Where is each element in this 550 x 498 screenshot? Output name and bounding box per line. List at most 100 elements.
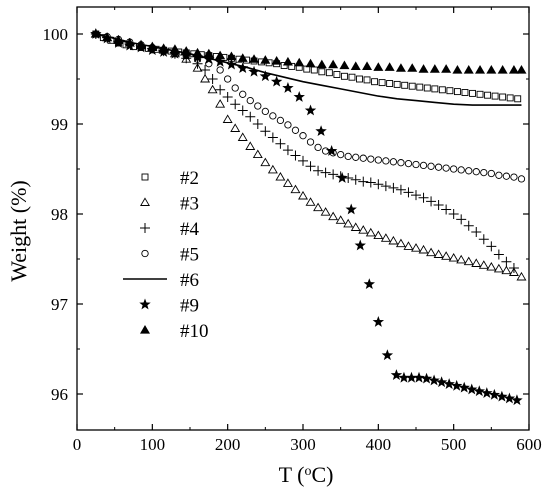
data-point-10 (90, 29, 101, 38)
data-point-9 (466, 383, 478, 395)
data-point-3 (365, 227, 376, 237)
data-point-3 (230, 123, 241, 132)
legend-label-10: #10 (180, 321, 209, 342)
legend-item-6: #6 (123, 270, 199, 291)
data-point-2 (348, 73, 356, 81)
data-point-9 (381, 349, 394, 361)
data-point-3 (441, 251, 452, 260)
data-point-10 (328, 59, 339, 69)
data-point-2 (476, 90, 484, 98)
data-point-9 (191, 51, 204, 63)
data-point-10 (486, 65, 497, 74)
data-point-3 (463, 256, 474, 266)
data-point-2 (386, 80, 394, 87)
data-point-5 (502, 172, 511, 180)
data-point-9 (398, 371, 410, 383)
data-point-4 (245, 111, 256, 122)
data-point-10 (102, 32, 113, 42)
y-tick-label: 99 (51, 115, 68, 134)
series-10 (90, 29, 527, 74)
data-point-5 (344, 152, 352, 161)
data-point-4 (275, 138, 286, 149)
data-point-5 (427, 162, 435, 170)
data-point-4 (388, 182, 399, 193)
data-point-4 (448, 209, 459, 219)
data-point-4 (403, 187, 414, 198)
data-point-9 (458, 381, 470, 393)
legend-marker-5 (141, 249, 149, 258)
data-point-9 (354, 239, 366, 251)
x-tick-label: 500 (441, 435, 467, 454)
data-point-4 (350, 174, 361, 185)
data-point-4 (493, 249, 504, 260)
legend-label-5: #5 (180, 245, 199, 266)
data-point-5 (517, 175, 526, 183)
data-point-9 (259, 70, 272, 82)
data-point-3 (373, 230, 384, 240)
y-tick-label: 100 (43, 25, 69, 44)
data-point-9 (225, 58, 238, 70)
data-point-2 (431, 85, 439, 93)
data-point-9 (336, 172, 348, 183)
data-point-3 (501, 265, 512, 275)
data-point-4 (486, 241, 497, 252)
data-point-10 (271, 56, 282, 65)
legend-item-4: #4 (140, 219, 200, 240)
legend-marker-2 (141, 173, 149, 181)
data-point-4 (411, 190, 421, 201)
data-point-10 (516, 65, 527, 74)
data-point-3 (207, 84, 218, 94)
data-point-5 (374, 156, 382, 164)
data-point-9 (428, 374, 440, 386)
data-point-10 (249, 54, 260, 63)
data-point-2 (310, 66, 318, 74)
data-point-3 (313, 202, 324, 212)
data-point-9 (390, 369, 403, 380)
data-point-3 (516, 271, 527, 281)
series-4 (90, 29, 519, 273)
data-point-4 (456, 214, 467, 225)
x-axis-label: T (oC) (279, 462, 334, 487)
data-point-10 (215, 50, 226, 60)
series-5 (92, 30, 526, 183)
data-point-2 (325, 69, 333, 77)
data-point-5 (337, 150, 345, 159)
data-point-4 (267, 132, 278, 143)
data-point-10 (362, 61, 373, 70)
data-point-4 (395, 184, 406, 195)
y-tick-label: 97 (51, 295, 69, 314)
data-point-9 (488, 388, 501, 400)
legend-marker-4 (140, 223, 150, 233)
data-point-4 (358, 176, 369, 187)
data-point-3 (358, 225, 369, 234)
data-point-4 (230, 99, 241, 110)
data-point-5 (359, 154, 367, 162)
data-markers (90, 28, 527, 406)
data-point-5 (495, 171, 503, 179)
data-point-4 (305, 161, 316, 172)
series-line-6 (95, 33, 522, 106)
series-9 (90, 28, 523, 406)
legend-label-9: #9 (180, 296, 199, 317)
data-point-3 (403, 241, 414, 250)
data-point-10 (350, 61, 361, 70)
x-tick-label: 100 (140, 435, 166, 454)
data-point-3 (433, 249, 444, 258)
data-point-3 (267, 164, 278, 174)
data-point-2 (514, 95, 522, 103)
data-point-9 (282, 82, 294, 93)
data-point-10 (282, 56, 293, 66)
legend-label-2: #2 (180, 168, 199, 189)
data-point-3 (456, 254, 467, 264)
series-3 (90, 28, 527, 281)
data-point-5 (367, 155, 375, 163)
legend-label-4: #4 (180, 219, 200, 240)
data-point-10 (124, 38, 135, 47)
data-point-9 (169, 47, 181, 59)
data-point-10 (136, 39, 147, 49)
data-point-2 (340, 72, 348, 80)
data-point-4 (252, 119, 263, 129)
data-point-10 (407, 63, 418, 72)
data-point-10 (203, 48, 214, 58)
legend-item-10: #10 (140, 321, 209, 342)
